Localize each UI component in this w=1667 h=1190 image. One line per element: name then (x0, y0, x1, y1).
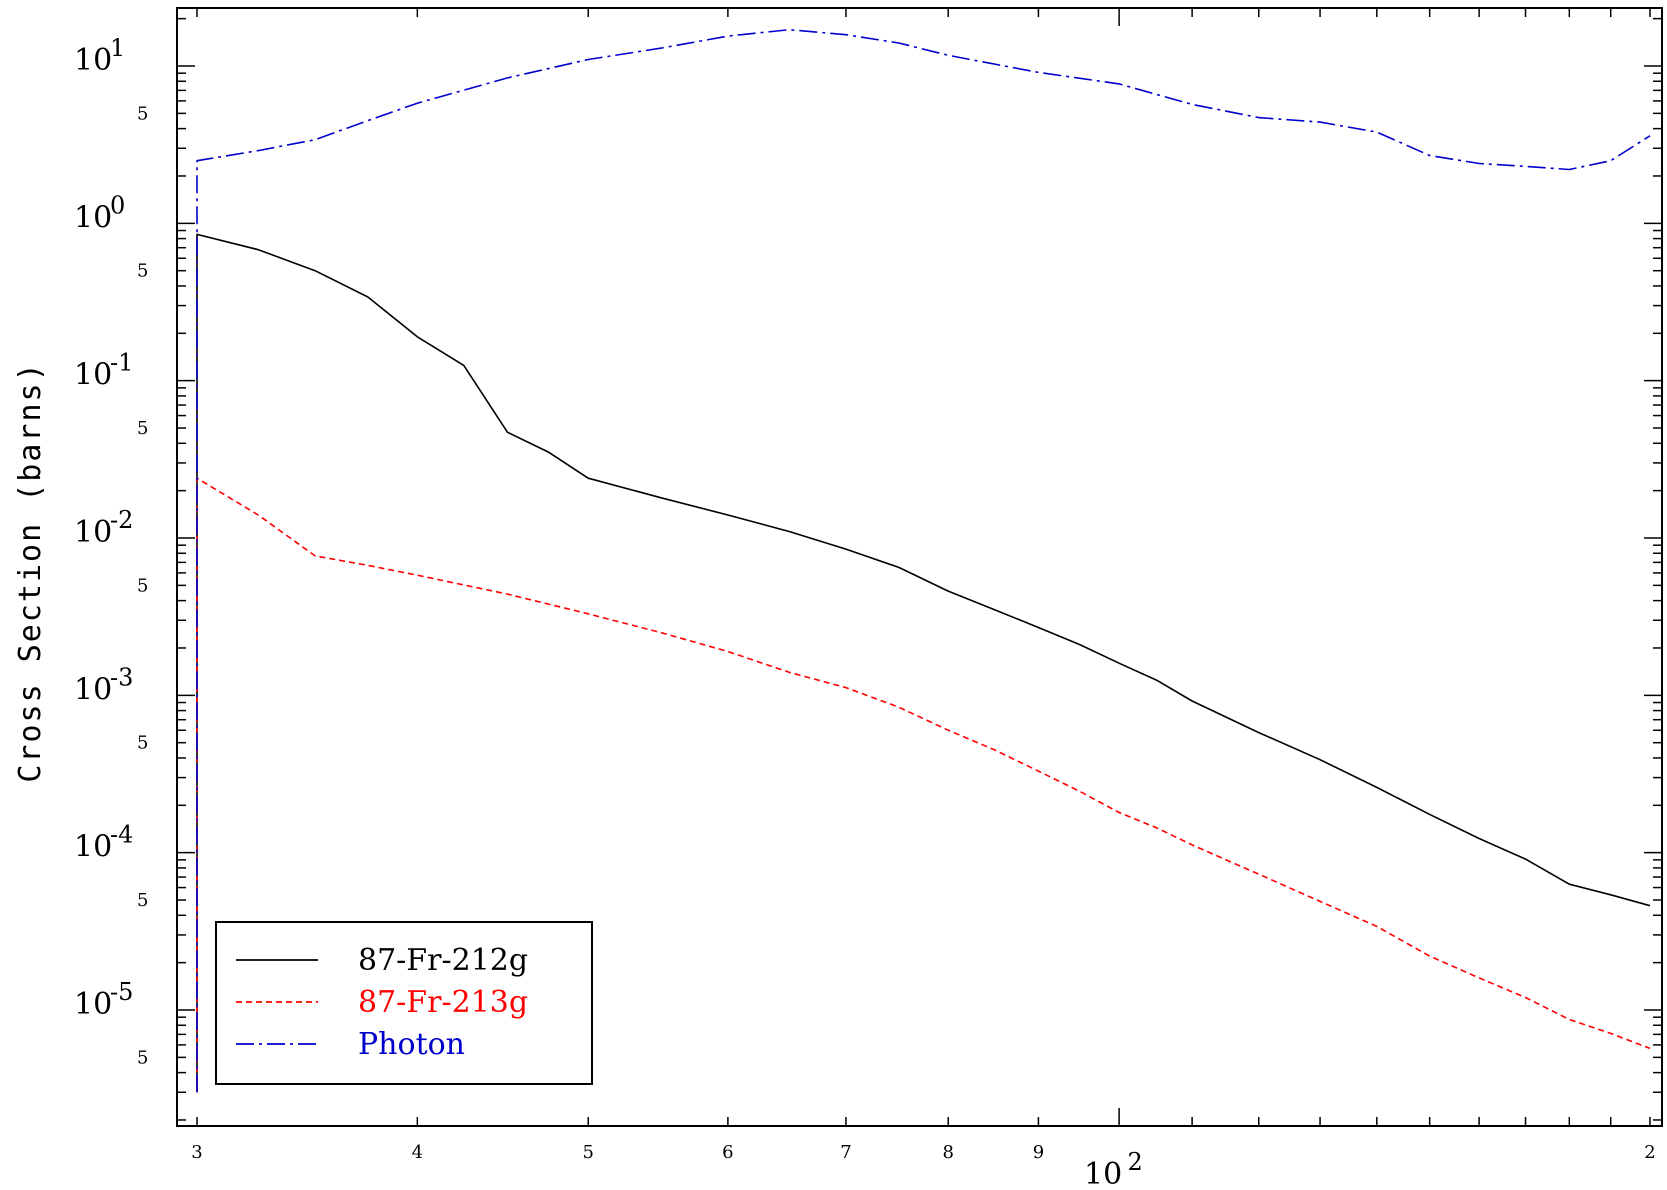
x-minor-tick-label: 6 (722, 1142, 733, 1163)
y-minor-tick-label: 5 (137, 418, 148, 439)
y-tick-label-exp: -4 (110, 821, 133, 849)
x-minor-tick-label: 9 (1033, 1142, 1044, 1163)
series-line-1 (196, 477, 1651, 1093)
y-minor-tick-label: 5 (137, 575, 148, 596)
y-minor-tick-label: 5 (137, 261, 148, 282)
series-line-0 (196, 233, 1651, 1093)
y-tick-label-exp: -3 (110, 663, 133, 691)
x-tick-label: 10 (1084, 1157, 1122, 1190)
y-tick-label: 10 (74, 672, 112, 707)
legend-label-fr213: 87-Fr-213g (358, 985, 528, 1020)
x-minor-tick-label: 3 (191, 1142, 202, 1163)
x-minor-tick-label: 7 (840, 1142, 851, 1163)
legend-label-photon: Photon (358, 1027, 465, 1062)
y-minor-tick-label: 5 (137, 733, 148, 754)
x-minor-tick-label: 5 (583, 1142, 594, 1163)
y-tick-label-exp: -1 (110, 349, 133, 377)
y-tick-label: 10 (74, 515, 112, 550)
plot-frame (176, 7, 1663, 1127)
y-tick-label-exp: -2 (110, 506, 133, 534)
x-minor-tick-label: 4 (412, 1142, 423, 1163)
y-tick-label-exp: 0 (110, 191, 125, 219)
y-minor-tick-label: 5 (137, 890, 148, 911)
series-line-2 (196, 28, 1651, 1093)
y-tick-label: 10 (74, 43, 112, 78)
legend-label-fr212: 87-Fr-212g (358, 943, 528, 978)
y-minor-tick-label: 5 (137, 1047, 148, 1068)
y-minor-tick-label: 5 (137, 103, 148, 124)
y-axis-label: Cross Section (barns) (13, 361, 48, 782)
x-minor-tick-label: 2 (1644, 1142, 1655, 1163)
y-tick-label: 10 (74, 200, 112, 235)
x-tick-label-exp: 2 (1127, 1148, 1142, 1176)
y-tick-label: 10 (74, 830, 112, 865)
legend-box (215, 921, 593, 1085)
y-tick-label: 10 (74, 358, 112, 393)
axis-ticks (177, 8, 1662, 1126)
y-tick-label-exp: 1 (110, 34, 125, 62)
series-lines (196, 28, 1651, 1093)
x-minor-tick-label: 8 (942, 1142, 953, 1163)
y-tick-label: 10 (74, 987, 112, 1022)
legend: 87-Fr-212g 87-Fr-213g Photon (215, 921, 593, 1085)
y-tick-label-exp: -5 (110, 978, 133, 1006)
